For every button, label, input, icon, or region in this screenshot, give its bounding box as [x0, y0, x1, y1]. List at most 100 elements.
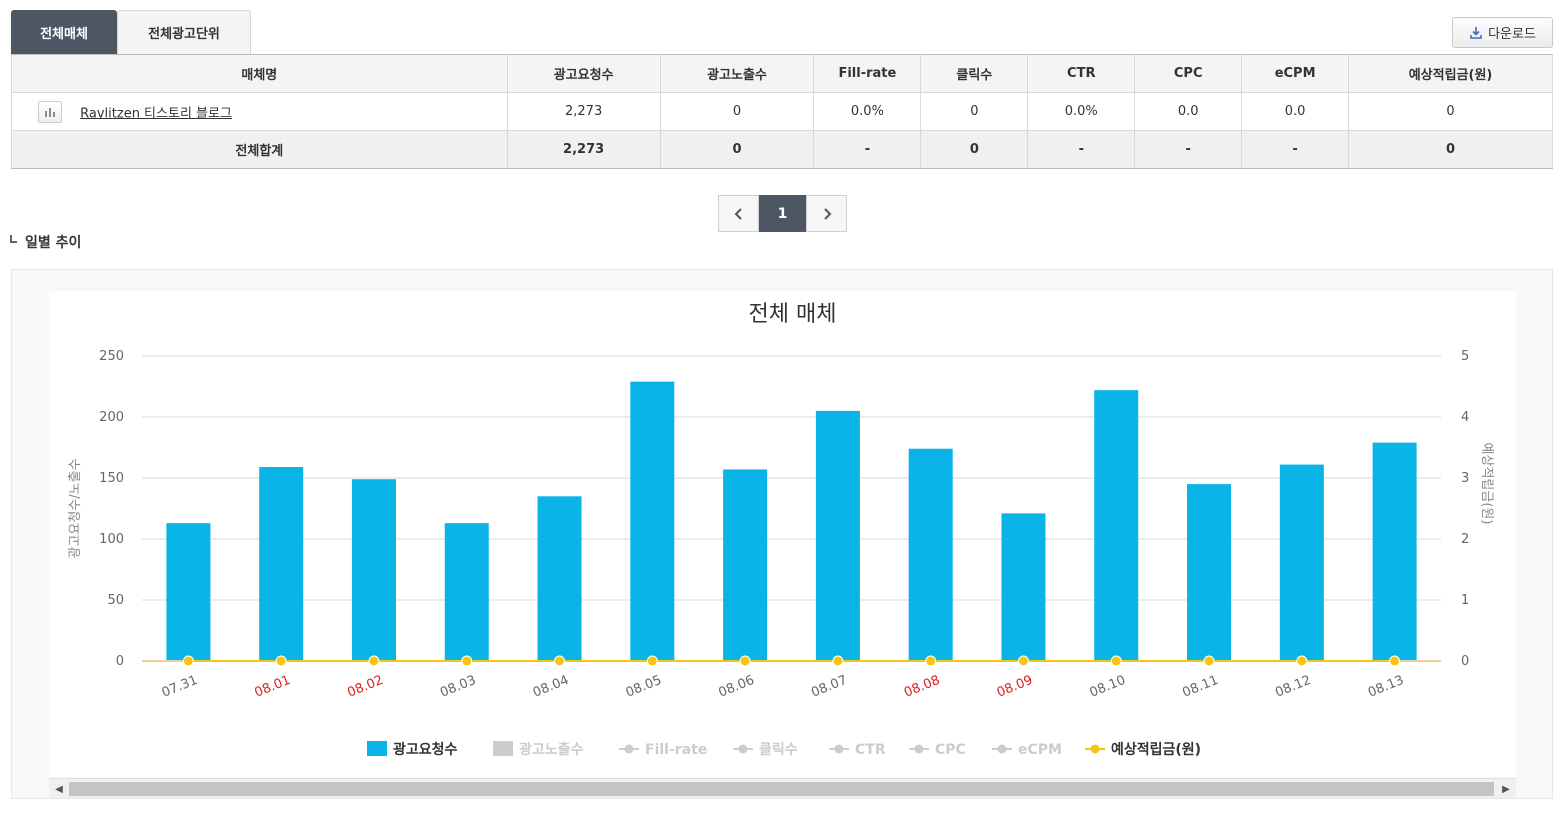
media-tabs: 전체매체 전체광고단위 — [11, 10, 251, 54]
total-label: 전체합계 — [11, 130, 508, 169]
scroll-left-icon[interactable]: ◀ — [55, 783, 63, 795]
pagination: 1 — [718, 195, 847, 232]
col-media-name[interactable]: 매체명 — [11, 54, 508, 93]
page-number-current[interactable]: 1 — [759, 195, 806, 232]
bar — [1279, 464, 1324, 661]
download-icon — [1469, 26, 1483, 40]
bar — [1187, 484, 1232, 661]
x-tick-label: 07.31 — [160, 673, 200, 701]
scroll-right-icon[interactable]: ▶ — [1502, 783, 1510, 795]
legend-marker — [997, 744, 1007, 754]
y2-axis-title: 예상적립금(원) — [1479, 443, 1494, 525]
legend-label: CPC — [935, 742, 966, 758]
chart-area: 전체 매체 0 50 100 150 200 250 0 1 2 3 4 5 광고요청수/노출수 예상적립금… — [49, 291, 1516, 777]
bar — [351, 479, 396, 661]
tab-all-ad-units[interactable]: 전체광고단위 — [117, 10, 251, 54]
table-total-row: 전체합계 2,273 0 - 0 - - - 0 — [11, 130, 1553, 169]
total-ecpm: - — [1241, 130, 1350, 169]
x-tick-label: 08.11 — [1180, 673, 1220, 701]
legend-swatch — [367, 741, 387, 756]
legend-label: 클릭수 — [759, 742, 798, 758]
x-tick-label: 08.07 — [809, 673, 849, 701]
col-revenue[interactable]: 예상적립금(원) — [1348, 54, 1553, 93]
col-ctr[interactable]: CTR — [1027, 54, 1136, 93]
ctr-cell: 0.0% — [1027, 92, 1136, 131]
data-point — [554, 655, 566, 667]
legend-label: CTR — [855, 742, 886, 758]
y-tick-label: 100 — [99, 532, 124, 547]
data-point — [1203, 655, 1215, 667]
bar-chart-icon[interactable] — [38, 100, 62, 123]
data-point — [368, 655, 380, 667]
y2-tick-label: 1 — [1461, 593, 1469, 608]
table-header-row: 매체명 광고요청수 광고노출수 Fill-rate 클릭수 CTR CPC eC… — [11, 54, 1553, 93]
data-point — [182, 655, 194, 667]
y-axis-title: 광고요청수/노출수 — [68, 458, 83, 558]
data-point — [1017, 655, 1029, 667]
col-requests[interactable]: 광고요청수 — [506, 54, 661, 93]
col-ecpm[interactable]: eCPM — [1241, 54, 1350, 93]
x-tick-label: 08.10 — [1088, 673, 1128, 701]
x-tick-label: 08.05 — [624, 673, 664, 701]
scroll-thumb[interactable] — [69, 782, 1494, 796]
data-point — [1110, 655, 1122, 667]
x-tick-label: 08.12 — [1273, 673, 1313, 701]
total-requests: 2,273 — [506, 130, 661, 169]
total-fill-rate: - — [813, 130, 922, 169]
total-ctr: - — [1027, 130, 1136, 169]
bar — [1001, 513, 1046, 661]
bar — [259, 467, 304, 661]
legend-marker — [624, 744, 634, 754]
y-tick-label: 0 — [116, 654, 124, 669]
download-button[interactable]: 다운로드 — [1452, 17, 1553, 48]
col-clicks[interactable]: 클릭수 — [920, 54, 1029, 93]
chart-scrollbar[interactable]: ◀ ▶ — [49, 778, 1516, 798]
fill-rate-cell: 0.0% — [813, 92, 922, 131]
section-title-text: 일별 추이 — [25, 235, 82, 251]
chevron-left-icon — [734, 207, 742, 220]
legend-marker — [914, 744, 924, 754]
bar — [815, 410, 860, 661]
legend-label: 광고노출수 — [519, 741, 584, 758]
next-page-button[interactable] — [806, 195, 847, 232]
col-cpc[interactable]: CPC — [1134, 54, 1243, 93]
tab-all-media[interactable]: 전체매체 — [11, 10, 117, 54]
impressions-cell: 0 — [659, 92, 815, 131]
col-impressions[interactable]: 광고노출수 — [659, 54, 815, 93]
bar — [166, 523, 211, 661]
revenue-cell: 0 — [1348, 92, 1553, 131]
y-tick-label: 250 — [99, 349, 124, 364]
x-tick-label: 08.01 — [253, 673, 293, 701]
clicks-cell: 0 — [920, 92, 1029, 131]
cpc-cell: 0.0 — [1134, 92, 1243, 131]
bar — [444, 523, 489, 661]
col-fill-rate[interactable]: Fill-rate — [813, 54, 922, 93]
y-tick-label: 150 — [99, 471, 124, 486]
y2-tick-label: 0 — [1461, 654, 1469, 669]
x-tick-label: 08.02 — [345, 673, 385, 701]
ecpm-cell: 0.0 — [1241, 92, 1350, 131]
y-tick-label: 200 — [99, 410, 124, 425]
data-point — [461, 655, 473, 667]
media-name-link[interactable]: Ravlitzen 티스토리 블로그 — [80, 106, 232, 121]
requests-cell: 2,273 — [506, 92, 661, 131]
data-point — [739, 655, 751, 667]
legend-marker — [834, 744, 844, 754]
y2-tick-label: 2 — [1461, 532, 1469, 547]
bar — [723, 469, 768, 661]
x-tick-label: 08.06 — [716, 673, 756, 701]
x-tick-label: 08.13 — [1366, 673, 1406, 701]
legend-swatch — [493, 741, 513, 756]
y2-tick-label: 4 — [1461, 410, 1469, 425]
section-corner-icon — [10, 235, 17, 243]
data-point — [646, 655, 658, 667]
prev-page-button[interactable] — [718, 195, 759, 232]
bar — [908, 448, 953, 661]
data-point — [832, 655, 844, 667]
download-label: 다운로드 — [1488, 27, 1536, 42]
data-point — [925, 655, 937, 667]
total-impressions: 0 — [659, 130, 815, 169]
media-name-cell: Ravlitzen 티스토리 블로그 — [11, 92, 508, 131]
legend-label: eCPM — [1018, 742, 1062, 758]
total-clicks: 0 — [920, 130, 1029, 169]
